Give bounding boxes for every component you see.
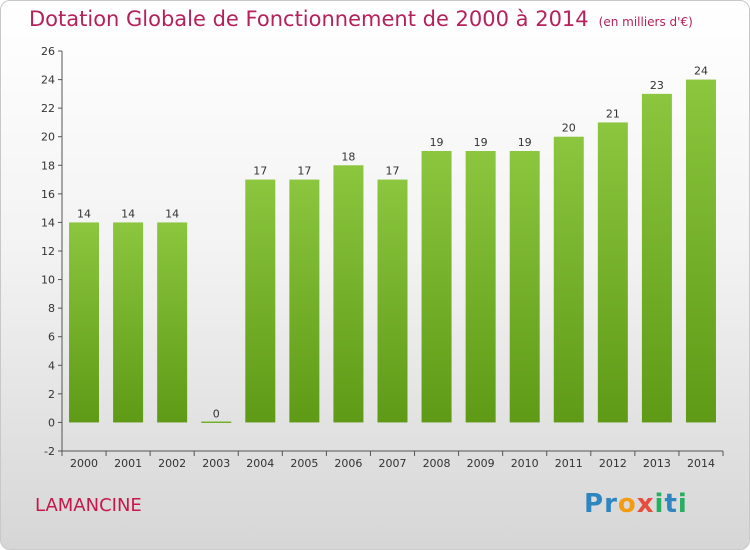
bar [597,122,628,423]
chart-subtitle: (en milliers d'€) [598,15,693,29]
y-tick-label: 6 [48,331,55,344]
y-tick-label: 12 [41,245,55,258]
y-tick-label: 14 [41,216,55,229]
bar [245,179,276,423]
y-tick-label: 20 [41,131,55,144]
y-tick-label: 0 [48,416,55,429]
data-label: 19 [430,136,444,149]
data-label: 14 [165,207,179,220]
x-tick-label: 2014 [687,457,715,470]
y-tick-label: 18 [41,159,55,172]
y-tick-label: 10 [41,274,55,287]
brand-letter: o [617,489,637,519]
data-label: 17 [253,165,267,178]
data-label: 23 [650,79,664,92]
x-tick-label: 2003 [202,457,230,470]
x-tick-label: 2004 [246,457,274,470]
y-tick-label: 22 [41,102,55,115]
bar [201,421,232,423]
brand-letter: i [654,489,665,519]
y-tick-label: 8 [48,302,55,315]
brand-letter: P [584,489,605,519]
brand-letter: i [677,489,688,519]
x-tick-label: 2012 [599,457,627,470]
bar [333,165,364,423]
data-label: 18 [341,150,355,163]
commune-name: LAMANCINE [35,495,142,516]
data-label: 21 [606,107,620,120]
brand-letter: r [604,489,618,519]
data-label: 19 [518,136,532,149]
bar [421,151,452,423]
bar [113,222,144,423]
data-label: 14 [77,207,91,220]
x-tick-label: 2013 [643,457,671,470]
x-tick-label: 2009 [467,457,495,470]
brand-letter: t [664,489,678,519]
y-tick-label: -2 [44,445,55,458]
bar [69,222,100,423]
x-tick-label: 2011 [555,457,583,470]
x-tick-label: 2001 [114,457,142,470]
bar [465,151,496,423]
x-tick-label: 2005 [290,457,318,470]
y-tick-label: 24 [41,74,55,87]
chart-title: Dotation Globale de Fonctionnement de 20… [29,7,693,31]
data-label: 17 [386,165,400,178]
bar [289,179,320,423]
x-tick-label: 2006 [334,457,362,470]
chart-title-text: Dotation Globale de Fonctionnement de 20… [29,7,589,31]
data-label: 14 [121,207,135,220]
x-tick-label: 2000 [70,457,98,470]
bar [641,93,672,423]
bar [685,79,716,423]
bar [377,179,408,423]
y-tick-label: 26 [41,45,55,58]
bar [509,151,540,423]
x-tick-label: 2010 [511,457,539,470]
y-tick-label: 4 [48,359,55,372]
x-tick-label: 2002 [158,457,186,470]
data-label: 20 [562,122,576,135]
x-tick-label: 2007 [379,457,407,470]
y-tick-label: 2 [48,388,55,401]
bar [553,136,584,423]
data-label: 17 [297,165,311,178]
data-label: 0 [213,407,220,420]
y-tick-label: 16 [41,188,55,201]
data-label: 19 [474,136,488,149]
x-tick-label: 2008 [423,457,451,470]
bar [157,222,188,423]
brand-letter: x [636,489,655,519]
brand-logo: Proxiti [584,489,688,519]
data-label: 24 [694,65,708,78]
